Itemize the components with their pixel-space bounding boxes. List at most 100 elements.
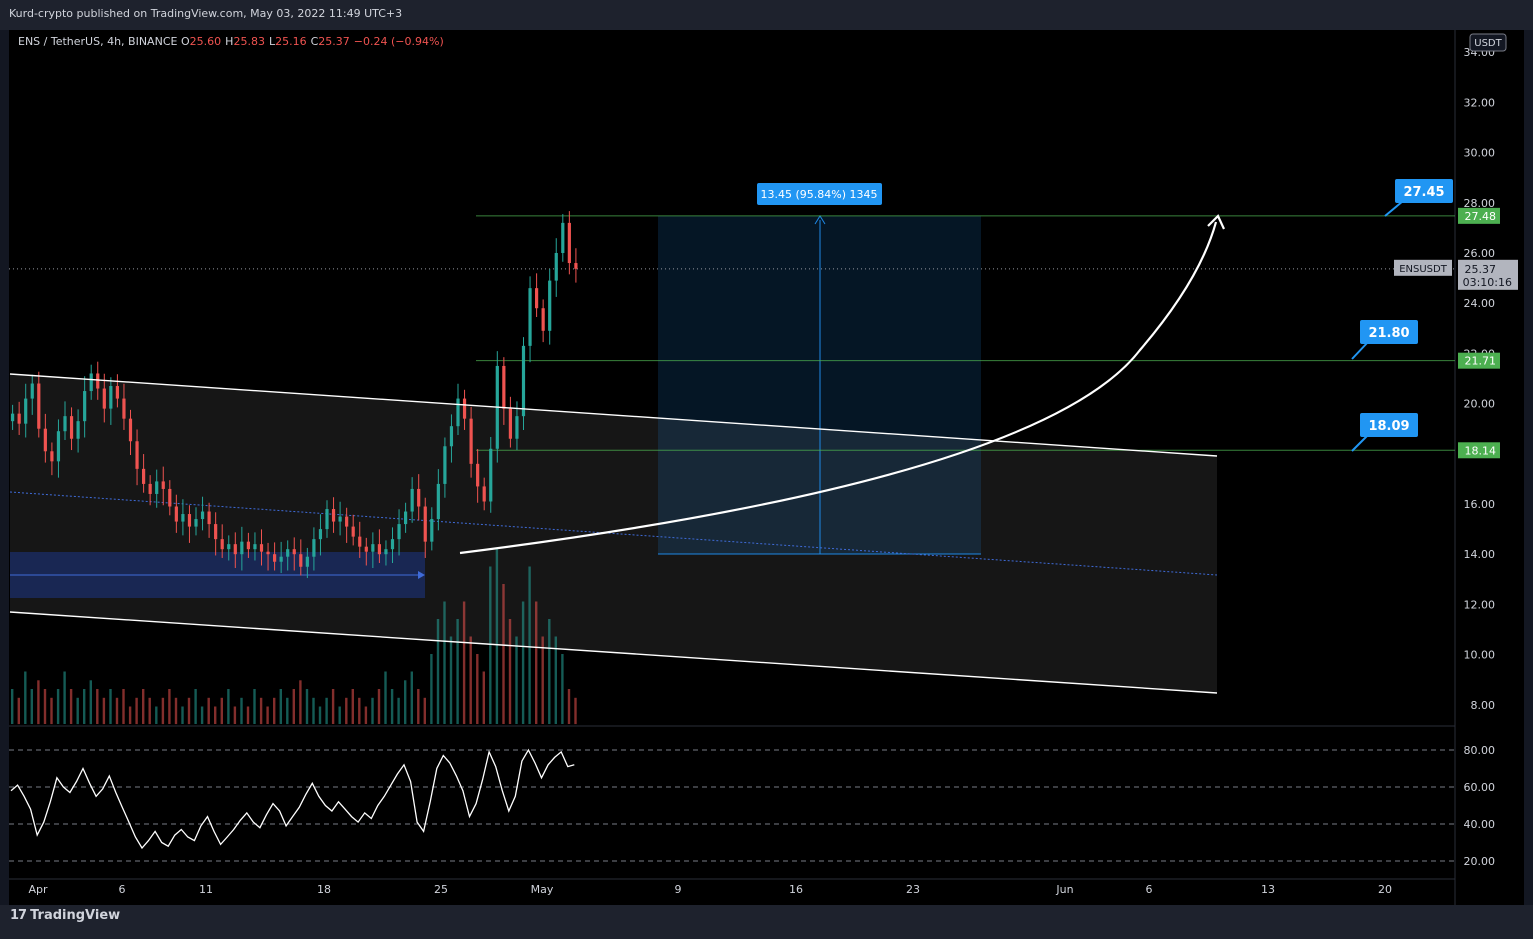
candle-body [220, 539, 224, 550]
candle-body [37, 383, 41, 429]
candle-body [390, 539, 395, 550]
currency-label: USDT [1474, 38, 1502, 49]
rsi-tick-label: 60.00 [1464, 781, 1496, 794]
volume-bars [11, 549, 577, 725]
candle-body [338, 516, 342, 522]
time-axis: Apr 6 11 18 25 May 9 16 23 Jun 6 13 20 [9, 878, 1455, 896]
volume-bar [148, 697, 151, 725]
volume-bar [253, 689, 256, 724]
candle-body [299, 554, 303, 567]
candle-body [76, 421, 80, 439]
volume-bar [436, 619, 440, 724]
price-tick-label: 26.00 [1464, 247, 1496, 260]
candle-body [515, 416, 519, 439]
candle-body [279, 556, 283, 562]
countdown-label: 03:10:16 [1463, 276, 1512, 289]
volume-bar [508, 619, 512, 724]
volume-bar [233, 706, 237, 724]
candle-body [449, 426, 454, 447]
candle-body [521, 345, 526, 417]
candle-body [423, 506, 427, 542]
candle-body [142, 468, 146, 484]
candle-body [24, 398, 28, 424]
candle-body [240, 541, 244, 555]
volume-bar [521, 601, 525, 724]
volume-bar [174, 697, 178, 725]
drawings-layer[interactable] [9, 215, 1455, 693]
callout-box [1395, 179, 1453, 203]
candle-body [181, 514, 185, 522]
candle-body [292, 549, 296, 555]
candle-body [535, 288, 539, 309]
callout-label: 18.09 [1368, 419, 1409, 434]
candle-body [331, 509, 336, 522]
volume-bar [109, 689, 112, 724]
volume-bar [331, 689, 335, 724]
candle-body [574, 263, 578, 269]
volume-bar [56, 689, 60, 724]
candle-body [83, 391, 87, 422]
time-tick-label: 6 [1146, 883, 1153, 896]
candle-body [122, 398, 126, 419]
volume-bar [476, 654, 479, 724]
last-price-label: 25.37 [1465, 263, 1497, 276]
volume-bar [30, 689, 33, 724]
volume-bar [279, 689, 282, 724]
footer-bar [0, 905, 1533, 939]
last-price-tag-box [1458, 259, 1518, 290]
volume-bar [456, 619, 459, 724]
symbol-tag-label: ENSUSDT [1399, 264, 1448, 275]
ohlc-part: −0.24 (−0.94%) [354, 35, 444, 48]
overlay-layer[interactable] [9, 214, 1225, 694]
volume-bar [390, 689, 394, 724]
volume-bar [495, 549, 499, 724]
volume-bar [482, 671, 485, 724]
ohlc-legend: ENS / TetherUS, 4h, BINANCE [18, 35, 177, 48]
candle-body [17, 413, 21, 424]
candle-body [187, 514, 192, 527]
candle-body [443, 446, 447, 484]
ohlc-part: 25.16 [275, 35, 307, 48]
candle-body [476, 463, 480, 487]
time-tick-label: Apr [28, 883, 48, 896]
volume-bar [305, 689, 309, 724]
candle-body [345, 516, 349, 527]
candle-body [246, 541, 250, 550]
tradingview-logo[interactable]: 17 TradingView [10, 908, 120, 923]
volume-bar [358, 697, 361, 725]
candle-body [135, 441, 139, 469]
candle-body [174, 506, 178, 522]
volume-bar [200, 706, 204, 724]
volume-bar [462, 601, 466, 724]
candle-body [364, 546, 368, 552]
candle-body [200, 511, 205, 520]
candle-body [318, 529, 323, 540]
candle-body [96, 373, 100, 389]
channel-midline [9, 491, 1218, 576]
volume-bar [214, 706, 217, 724]
candle-body [554, 253, 558, 281]
rsi-tick-label: 80.00 [1464, 744, 1496, 757]
volume-bar [318, 706, 322, 724]
callout-box [1360, 320, 1418, 344]
volume-bar [246, 706, 250, 724]
candle-body [567, 222, 571, 264]
time-tick-label: 23 [906, 883, 920, 896]
measure-label-box [757, 183, 882, 205]
candle-body [50, 451, 54, 462]
candle-body [233, 544, 237, 555]
level-tag-label: 18.14 [1465, 444, 1497, 457]
level-tag-box [1458, 442, 1500, 459]
ohlc-part: H [225, 35, 233, 48]
volume-bar [115, 697, 119, 725]
currency-button[interactable]: USDT [1469, 33, 1507, 52]
price-tick-label: 10.00 [1464, 649, 1496, 662]
ohlc-part: C [311, 35, 319, 48]
candle-body [482, 486, 486, 502]
candle-body [548, 280, 552, 331]
volume-bar [43, 689, 47, 724]
volume-bar [50, 697, 53, 725]
volume-bar [135, 697, 138, 725]
ohlc-text: O25.60 H25.83 L25.16 C25.37 −0.24 (−0.94%) [181, 35, 444, 48]
